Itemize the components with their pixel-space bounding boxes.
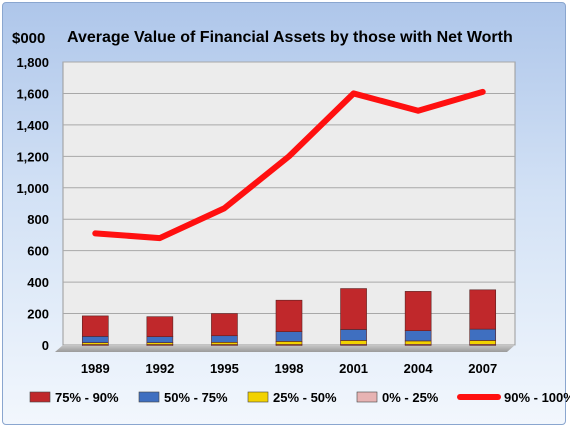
bar-segment	[340, 329, 367, 341]
legend-swatch	[247, 391, 269, 403]
legend-swatch	[29, 391, 51, 403]
x-tick-label: 2004	[404, 361, 434, 376]
y-tick-label: 600	[27, 244, 49, 259]
y-tick-label: 1,600	[16, 86, 49, 101]
bar-segment	[469, 340, 497, 345]
stacked-bars	[81, 288, 497, 346]
legend-label: 0% - 25%	[382, 390, 439, 405]
chart-title: Average Value of Financial Assets by tho…	[67, 29, 513, 46]
legend-swatch	[138, 391, 160, 403]
bar-segment	[275, 341, 303, 345]
plot-floor	[55, 345, 515, 352]
x-tick-label: 1995	[210, 361, 239, 376]
y-tick-label: 0	[42, 338, 49, 353]
bar-segment	[211, 342, 238, 345]
bar-segment	[340, 340, 367, 345]
x-tick-label: 1998	[275, 361, 304, 376]
bar-segment	[146, 316, 174, 337]
x-tick-label: 1992	[145, 361, 174, 376]
plot-area	[62, 61, 516, 346]
x-tick-label: 1989	[81, 361, 110, 376]
legend-label: 25% - 50%	[273, 390, 337, 405]
line-point	[159, 237, 161, 239]
bar-segment	[81, 336, 109, 343]
line-point	[482, 91, 484, 93]
legend-label: 50% - 75%	[164, 390, 228, 405]
line-point	[288, 155, 290, 157]
y-tick-label: 800	[27, 212, 49, 227]
y-tick-label: 1,400	[16, 118, 49, 133]
bar-segment	[275, 299, 303, 332]
x-tick-label: 2001	[339, 361, 368, 376]
y-tick-label: 200	[27, 307, 49, 322]
y-tick-label: 1,000	[16, 181, 49, 196]
x-axis-ticks: 1989 1992 1995 1998 2001 2004 2007	[81, 361, 497, 376]
bar-segment	[211, 313, 238, 337]
bar-segment	[340, 288, 367, 330]
legend-label: 90% - 100%	[504, 390, 570, 405]
x-tick-label: 2007	[468, 361, 497, 376]
legend-label: 75% - 90%	[55, 390, 119, 405]
y-axis-ticks: 0 200 400 600 800 1,000 1,200 1,400 1,600 1,800	[16, 55, 49, 353]
legend: 75% - 90% 50% - 75% 25% - 50% 0% - 25% 90% -…	[29, 390, 570, 405]
y-tick-label: 1,200	[16, 149, 49, 164]
line-point	[417, 110, 419, 112]
bar-segment	[404, 291, 432, 331]
line-point	[353, 92, 355, 94]
line-point	[223, 207, 225, 209]
bar-segment	[275, 331, 303, 342]
legend-swatch	[356, 391, 378, 403]
bar-segment	[469, 328, 497, 341]
gridlines	[63, 61, 515, 315]
bar-segment	[469, 289, 497, 330]
bar-segment	[404, 340, 432, 345]
y-tick-label: 1,800	[16, 55, 49, 70]
line-series	[92, 88, 486, 242]
bar-segment	[146, 336, 174, 343]
bar-segment	[211, 335, 238, 343]
bar-segment	[404, 330, 432, 342]
line-point	[94, 232, 96, 234]
bar-segment	[81, 315, 109, 337]
y-tick-label: 400	[27, 275, 49, 290]
y-unit-label: $000	[12, 30, 45, 47]
